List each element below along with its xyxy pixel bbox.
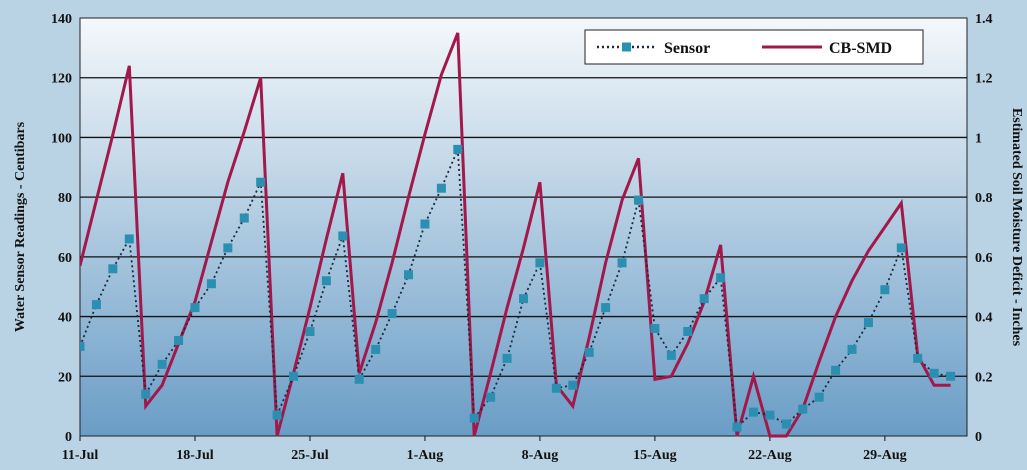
y-tick-label: 40	[58, 311, 72, 326]
sensor-point	[256, 177, 266, 187]
y2-tick-label: 1	[975, 131, 982, 146]
sensor-point	[436, 183, 446, 193]
y-tick-label: 100	[51, 131, 72, 146]
sensor-point	[91, 300, 101, 310]
cbsmd-series-line	[80, 32, 951, 438]
sensor-point	[519, 294, 528, 304]
x-tick-label: 15-Aug	[633, 448, 677, 463]
sensor-point	[157, 359, 167, 369]
sensor-point	[404, 270, 414, 280]
y-axis-left-ticks: 0 20 40 60 80 100 120 140	[51, 12, 72, 445]
x-tick-label: 29-Aug	[863, 448, 907, 463]
sensor-point	[896, 243, 906, 253]
legend-sensor-marker	[622, 42, 631, 52]
sensor-point	[863, 318, 873, 328]
sensor-point	[633, 195, 643, 205]
y2-tick-label: 1.4	[975, 12, 993, 27]
sensor-point	[108, 264, 118, 274]
x-tick-label: 11-Jul	[62, 448, 99, 463]
sensor-point	[617, 258, 627, 268]
y2-tick-label: 0.8	[975, 191, 993, 206]
y2-tick-label: 0.4	[975, 311, 993, 326]
sensor-point	[568, 380, 578, 390]
y-tick-label: 140	[51, 12, 72, 27]
sensor-point	[831, 365, 841, 375]
sensor-point	[798, 404, 808, 414]
sensor-point	[535, 258, 545, 268]
x-tick-label: 18-Jul	[176, 448, 213, 463]
y-axis-right-title: Estimated Soil Moisture Deficit - Inches	[1009, 108, 1024, 347]
sensor-point	[650, 324, 660, 334]
sensor-point	[486, 392, 496, 402]
sensor-point	[305, 327, 315, 336]
legend: Sensor CB-SMD	[584, 29, 924, 65]
sensor-point	[732, 422, 742, 432]
sensor-point	[80, 341, 85, 351]
y-axis-left-title: Water Sensor Readings - Centibars	[13, 121, 28, 332]
sensor-point	[929, 368, 939, 378]
sensor-point	[387, 309, 397, 319]
sensor-point	[765, 410, 775, 420]
y2-tick-label: 0.6	[975, 251, 993, 266]
x-tick-label: 25-Jul	[291, 448, 328, 463]
sensor-point	[781, 419, 791, 429]
sensor-point	[321, 276, 331, 286]
sensor-point	[666, 350, 676, 360]
legend-cbsmd-label: CB-SMD	[829, 40, 892, 57]
sensor-point	[716, 273, 726, 283]
y-tick-label: 0	[65, 430, 72, 445]
x-axis-ticks: 11-Jul 18-Jul 25-Jul 1-Aug 8-Aug 15-Aug 22-Aug…	[62, 436, 907, 463]
sensor-point	[420, 219, 430, 229]
legend-sensor-label: Sensor	[664, 40, 710, 57]
sensor-point	[190, 303, 200, 313]
sensor-point	[880, 285, 890, 295]
sensor-point	[946, 371, 956, 381]
sensor-point	[453, 144, 463, 154]
sensor-point	[748, 407, 758, 417]
sensor-point	[847, 344, 857, 354]
sensor-point	[338, 231, 348, 241]
sensor-point	[913, 353, 923, 363]
sensor-point	[174, 335, 184, 345]
y2-tick-label: 1.2	[975, 72, 993, 87]
y-tick-label: 80	[58, 191, 72, 206]
sensor-point	[551, 383, 561, 393]
sensor-point	[371, 344, 381, 354]
sensor-point	[584, 347, 594, 357]
gridlines	[80, 77, 967, 377]
sensor-point	[223, 243, 233, 253]
sensor-point	[814, 392, 824, 402]
y-axis-right-ticks: 0 0.2 0.4 0.6 0.8 1 1.2 1.4	[975, 12, 993, 445]
y2-tick-label: 0.2	[975, 370, 993, 385]
sensor-point	[354, 374, 364, 384]
sensor-point	[683, 327, 693, 336]
sensor-point	[502, 353, 512, 363]
sensor-point	[469, 413, 479, 423]
sensor-point	[699, 294, 709, 304]
y-tick-label: 20	[58, 370, 72, 385]
sensor-point	[141, 389, 151, 399]
sensor-point	[239, 213, 249, 223]
sensor-point	[601, 303, 611, 313]
series-layer	[80, 32, 956, 438]
y-tick-label: 120	[51, 72, 72, 87]
sensor-point	[272, 410, 282, 420]
x-tick-label: 1-Aug	[407, 448, 444, 463]
x-tick-label: 22-Aug	[748, 448, 792, 463]
plot-area	[79, 17, 968, 437]
sensor-point	[289, 371, 299, 381]
sensor-point	[124, 234, 134, 244]
sensor-point	[206, 279, 216, 289]
x-tick-label: 8-Aug	[522, 448, 559, 463]
y-tick-label: 60	[58, 251, 72, 266]
y2-tick-label: 0	[975, 430, 982, 445]
legend-box	[584, 29, 924, 65]
